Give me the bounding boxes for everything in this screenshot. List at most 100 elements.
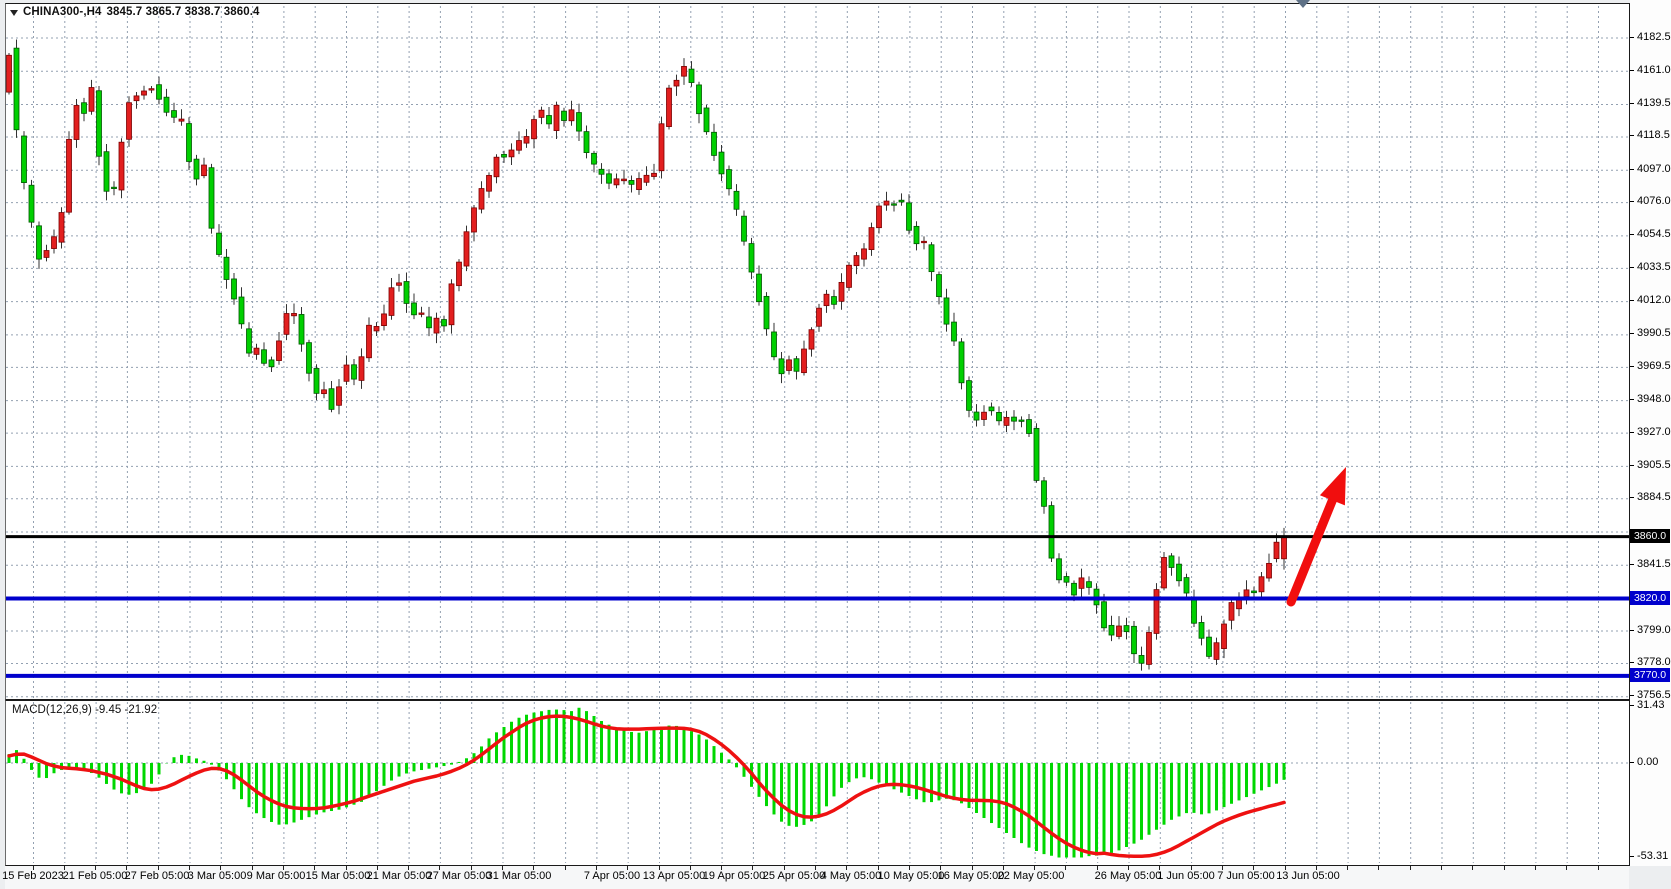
bullish-candle	[73, 105, 80, 140]
bearish-candle	[1018, 419, 1025, 422]
bearish-candle	[411, 302, 417, 316]
bullish-candle	[673, 79, 680, 87]
bearish-candle	[426, 316, 432, 329]
bearish-candle	[606, 173, 612, 184]
bullish-candle	[681, 66, 687, 77]
price-tick-label: 4076.0	[1637, 195, 1671, 208]
bullish-candle	[838, 281, 845, 302]
bullish-candle	[1146, 632, 1152, 665]
date-axis[interactable]: 15 Feb 2023 21 Feb 05:00 27 Feb 05:00 3 Mar…	[2, 866, 1629, 889]
bullish-candle	[366, 324, 372, 359]
bullish-candle	[816, 307, 822, 327]
date-tick-mark	[1347, 866, 1349, 870]
bearish-candle	[583, 131, 590, 153]
axis-tick-mark	[1630, 695, 1634, 697]
macd-indicator-panel[interactable]: MACD(12,26,9) -9.45 -21.92	[5, 700, 1630, 866]
date-tick-mark	[971, 866, 973, 870]
bullish-candle	[396, 282, 402, 286]
bullish-candle	[613, 178, 620, 186]
date-tick-mark	[32, 866, 34, 870]
axis-tick-mark	[1630, 705, 1634, 707]
candlestick-chart[interactable]	[6, 4, 1629, 699]
bearish-candle	[1191, 597, 1197, 624]
bearish-candle	[576, 112, 582, 132]
date-tick-mark	[282, 866, 284, 870]
axis-tick-mark	[1630, 234, 1634, 236]
date-tick-mark	[1503, 866, 1505, 870]
date-tick-mark	[1221, 866, 1223, 870]
date-tick-mark	[908, 866, 910, 870]
date-label: 4 May 05:00	[820, 870, 882, 882]
date-tick-mark	[940, 866, 942, 870]
bearish-candle	[711, 131, 717, 156]
bullish-candle	[126, 102, 132, 140]
ohlc-values: 3845.7 3865.7 3838.7 3860.4	[106, 6, 260, 18]
date-tick-mark	[1409, 866, 1411, 870]
bearish-candle	[771, 331, 777, 358]
bullish-candle	[868, 227, 875, 250]
macd-indicator-label: MACD(12,26,9) -9.45 -21.92	[12, 704, 158, 716]
price-tick-label: 4161.0	[1637, 63, 1671, 76]
chevron-down-icon[interactable]	[10, 9, 18, 16]
macd-chart[interactable]	[6, 701, 1629, 864]
date-tick-mark	[752, 866, 754, 870]
date-tick-mark	[533, 866, 535, 870]
bullish-candle	[448, 283, 455, 326]
bearish-candle	[1251, 590, 1257, 594]
price-axis[interactable]: 4182.5 4161.0 4139.5 4118.5 4097.0 4076.0 4054…	[1630, 0, 1671, 866]
bullish-candle	[523, 136, 530, 144]
axis-tick-mark	[1630, 365, 1634, 367]
axis-tick-mark	[1630, 563, 1634, 565]
price-level-badge: 3770.0	[1630, 667, 1670, 682]
bullish-candle	[51, 236, 57, 249]
date-label: 15 Mar 05:00	[305, 870, 371, 882]
date-tick-mark	[1597, 866, 1599, 870]
bearish-candle	[1168, 555, 1175, 568]
date-tick-mark	[658, 866, 660, 870]
bearish-candle	[246, 328, 252, 354]
bearish-candle	[748, 243, 755, 273]
date-tick-mark	[721, 866, 723, 870]
bearish-candle	[186, 123, 192, 162]
date-tick-mark	[251, 866, 253, 870]
date-tick-mark	[1315, 866, 1317, 870]
price-chart-panel[interactable]: CHINA300-,H4 3845.7 3865.7 3838.7 3860.4	[5, 3, 1630, 700]
date-tick-mark	[63, 866, 65, 870]
bearish-candle	[591, 152, 597, 165]
bearish-candle	[718, 151, 725, 175]
bearish-candle	[951, 321, 957, 342]
date-label: 21 Feb 05:00	[62, 870, 128, 882]
bearish-candle	[328, 388, 335, 410]
bullish-candle	[876, 205, 882, 229]
bullish-candle	[823, 293, 830, 307]
bullish-candle	[553, 104, 560, 131]
bullish-candle	[531, 119, 537, 140]
bullish-candle	[388, 287, 395, 316]
bearish-candle	[1041, 480, 1047, 507]
axis-tick-mark	[1630, 629, 1634, 631]
bearish-candle	[193, 158, 200, 180]
price-tick-label: 3799.0	[1637, 623, 1671, 636]
bearish-candle	[268, 359, 275, 368]
bearish-candle	[966, 380, 972, 411]
price-tick-label: 3927.0	[1637, 425, 1671, 438]
date-tick-mark	[595, 866, 597, 870]
bullish-candle	[58, 212, 65, 243]
date-tick-mark	[470, 866, 472, 870]
scroll-to-end-marker-icon[interactable]	[1296, 0, 1310, 8]
bearish-candle	[261, 349, 267, 364]
date-label: 1 Jun 05:00	[1157, 870, 1215, 882]
price-tick-label: 4097.0	[1637, 162, 1671, 175]
bearish-candle	[928, 244, 935, 273]
axis-tick-mark	[1630, 135, 1634, 137]
bearish-candle	[216, 232, 222, 255]
bullish-candle	[381, 313, 387, 326]
date-label: 10 May 05:00	[877, 870, 945, 882]
up-arrow-head	[1319, 467, 1346, 506]
bearish-candle	[1048, 505, 1055, 559]
bearish-candle	[598, 168, 605, 175]
date-label: 25 Apr 05:00	[762, 870, 826, 882]
bullish-candle	[1213, 642, 1220, 660]
price-level-badge: 3860.0	[1630, 528, 1670, 543]
date-label: 21 Mar 05:00	[366, 870, 432, 882]
